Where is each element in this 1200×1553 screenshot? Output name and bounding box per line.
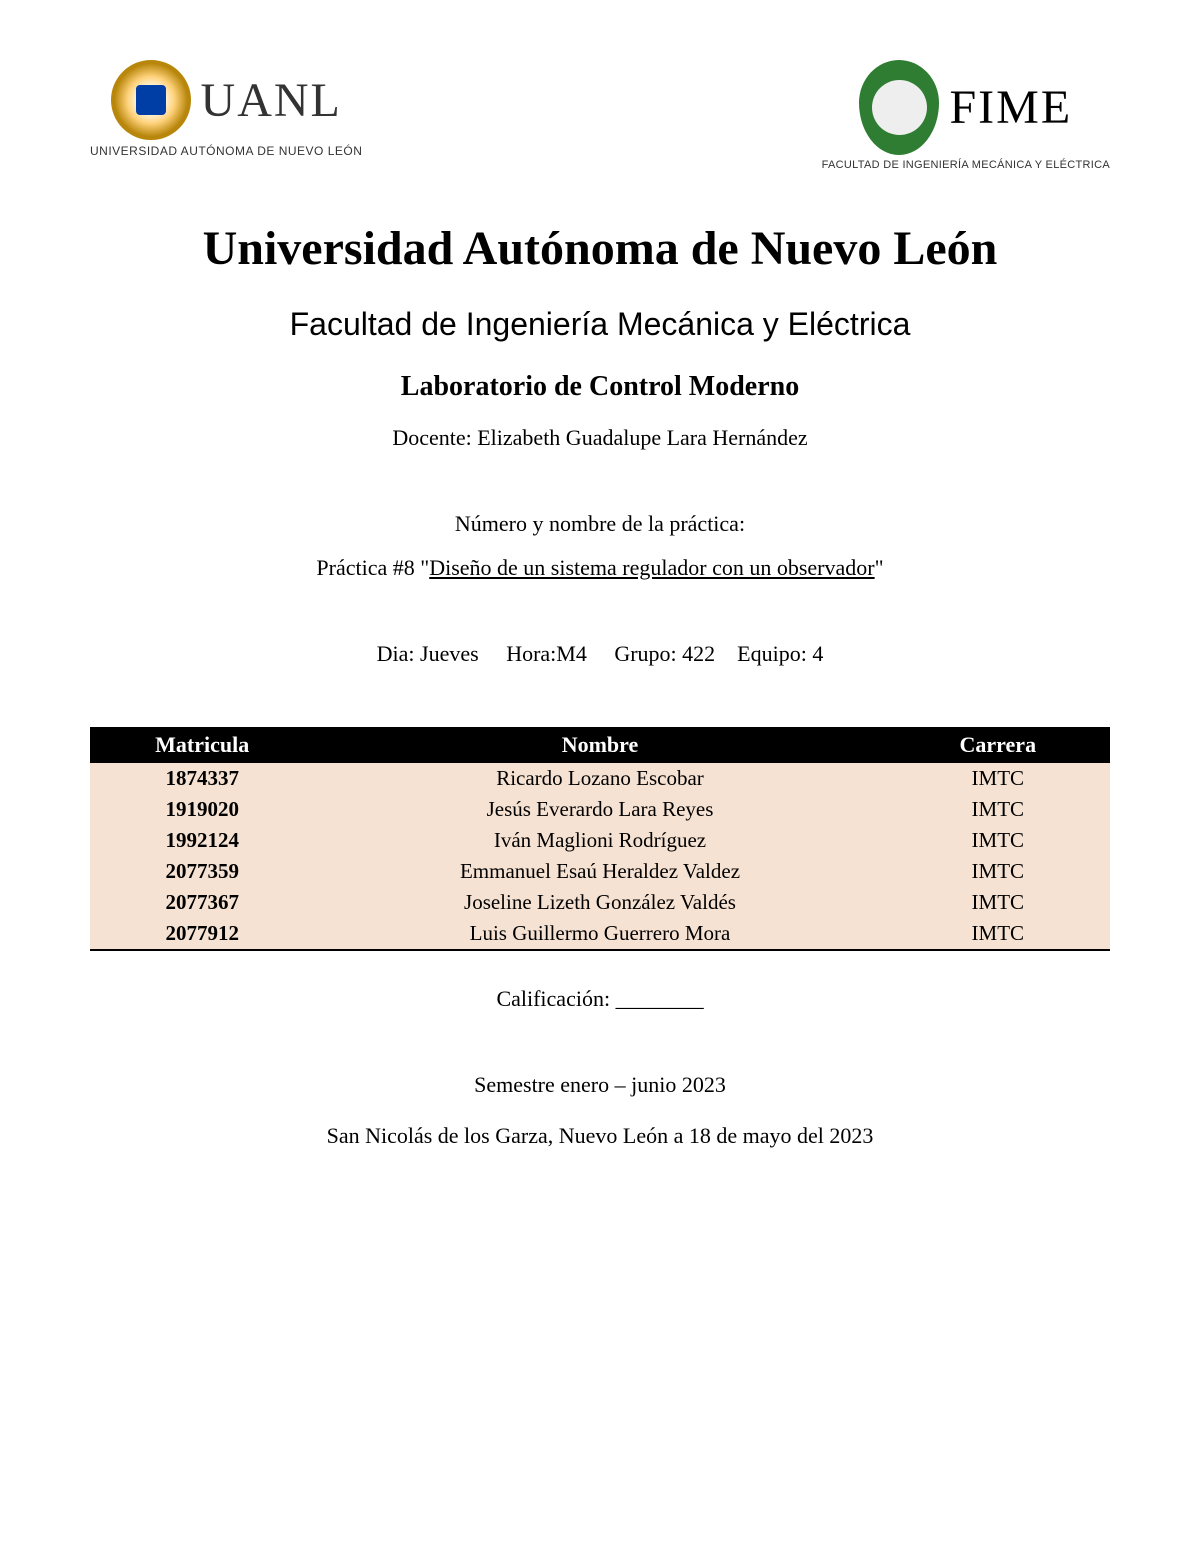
table-row: 1919020Jesús Everardo Lara ReyesIMTC: [90, 794, 1110, 825]
cell-matricula: 2077912: [90, 918, 314, 950]
cell-nombre: Iván Maglioni Rodríguez: [314, 825, 885, 856]
teacher-prefix: Docente:: [392, 425, 477, 450]
cell-carrera: IMTC: [886, 856, 1110, 887]
practice-title: Práctica #8 "Diseño de un sistema regula…: [90, 555, 1110, 581]
cell-matricula: 1874337: [90, 763, 314, 794]
cell-carrera: IMTC: [886, 887, 1110, 918]
fime-logo-block: FIME FACULTAD DE INGENIERÍA MECÁNICA Y E…: [822, 60, 1110, 171]
team-value: 4: [812, 641, 823, 666]
day-label: Dia:: [377, 641, 420, 666]
grade-blank: ________: [616, 986, 704, 1011]
group-label: Grupo:: [614, 641, 682, 666]
cell-carrera: IMTC: [886, 918, 1110, 950]
cell-nombre: Emmanuel Esaú Heraldez Valdez: [314, 856, 885, 887]
grade-line: Calificación: ________: [90, 986, 1110, 1012]
practice-prefix: Práctica #8 ": [316, 555, 429, 580]
header-matricula: Matricula: [90, 727, 314, 763]
cell-carrera: IMTC: [886, 794, 1110, 825]
fime-fullname: FACULTAD DE INGENIERÍA MECÁNICA Y ELÉCTR…: [822, 159, 1110, 171]
laboratory-title: Laboratorio de Control Moderno: [90, 371, 1110, 403]
time-label: Hora:: [506, 641, 556, 666]
cell-carrera: IMTC: [886, 825, 1110, 856]
grade-label: Calificación:: [496, 986, 615, 1011]
uanl-fullname: UNIVERSIDAD AUTÓNOMA DE NUEVO LEÓN: [90, 144, 362, 158]
table-header-row: Matricula Nombre Carrera: [90, 727, 1110, 763]
cell-nombre: Joseline Lizeth González Valdés: [314, 887, 885, 918]
uanl-seal-icon: [111, 60, 191, 140]
cell-nombre: Ricardo Lozano Escobar: [314, 763, 885, 794]
practice-label: Número y nombre de la práctica:: [90, 511, 1110, 537]
cell-matricula: 2077359: [90, 856, 314, 887]
fime-acronym: FIME: [949, 80, 1072, 135]
cell-nombre: Luis Guillermo Guerrero Mora: [314, 918, 885, 950]
group-value: 422: [682, 641, 715, 666]
day-value: Jueves: [420, 641, 479, 666]
teacher-name: Elizabeth Guadalupe Lara Hernández: [477, 425, 807, 450]
table-row: 2077359Emmanuel Esaú Heraldez ValdezIMTC: [90, 856, 1110, 887]
cell-carrera: IMTC: [886, 763, 1110, 794]
header-carrera: Carrera: [886, 727, 1110, 763]
uanl-acronym: UANL: [201, 73, 342, 128]
table-row: 2077367Joseline Lizeth González ValdésIM…: [90, 887, 1110, 918]
team-label: Equipo:: [737, 641, 812, 666]
cell-matricula: 1992124: [90, 825, 314, 856]
time-value: M4: [556, 641, 587, 666]
uanl-logo-block: UANL UNIVERSIDAD AUTÓNOMA DE NUEVO LEÓN: [90, 60, 362, 158]
schedule-line: Dia: Jueves Hora:M4 Grupo: 422 Equipo: 4: [90, 641, 1110, 667]
cell-matricula: 1919020: [90, 794, 314, 825]
students-table: Matricula Nombre Carrera 1874337Ricardo …: [90, 727, 1110, 951]
header-logos: UANL UNIVERSIDAD AUTÓNOMA DE NUEVO LEÓN …: [90, 60, 1110, 171]
table-row: 1992124Iván Maglioni RodríguezIMTC: [90, 825, 1110, 856]
table-row: 2077912Luis Guillermo Guerrero MoraIMTC: [90, 918, 1110, 950]
fime-seal-icon: [859, 60, 939, 155]
uanl-logo-row: UANL: [111, 60, 342, 140]
cell-nombre: Jesús Everardo Lara Reyes: [314, 794, 885, 825]
university-title: Universidad Autónoma de Nuevo León: [90, 221, 1110, 276]
header-nombre: Nombre: [314, 727, 885, 763]
teacher-line: Docente: Elizabeth Guadalupe Lara Hernán…: [90, 425, 1110, 451]
practice-name: Diseño de un sistema regulador con un ob…: [429, 555, 874, 580]
practice-suffix: ": [875, 555, 884, 580]
fime-logo-row: FIME: [859, 60, 1072, 155]
semester-line: Semestre enero – junio 2023: [90, 1072, 1110, 1098]
faculty-title: Facultad de Ingeniería Mecánica y Eléctr…: [90, 306, 1110, 343]
location-date-line: San Nicolás de los Garza, Nuevo León a 1…: [90, 1123, 1110, 1149]
cell-matricula: 2077367: [90, 887, 314, 918]
table-row: 1874337Ricardo Lozano EscobarIMTC: [90, 763, 1110, 794]
